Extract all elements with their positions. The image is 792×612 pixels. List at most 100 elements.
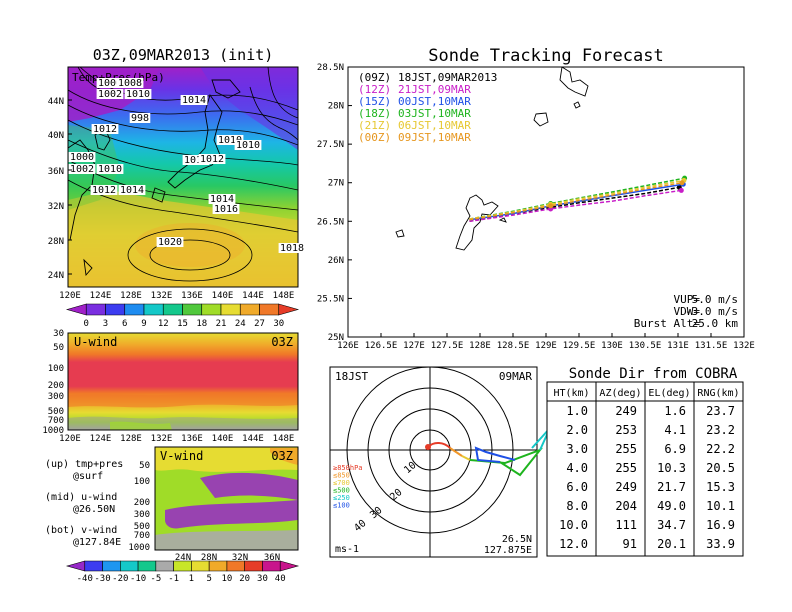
wind-colorbar-tick: -5 xyxy=(150,574,161,584)
track-y-ticks: 28.5N 28N 27.5N 27N 26.5N 26N 25.5N 25N xyxy=(317,63,352,343)
isobar-label-text: 1002 xyxy=(98,89,122,100)
lon-tick-label: 124E xyxy=(90,291,112,301)
cobra-cell: 4.0 xyxy=(566,461,588,475)
track-y-tick: 28N xyxy=(328,102,344,112)
sonde-params: VUP= 5.0 m/s VDW= -3.0 m/s Burst Alt= 25… xyxy=(634,293,739,330)
track-x-ticks: 126E 126.5E 127E 127.5E 128E 128.5E 129E 129.5E… xyxy=(337,333,755,351)
wind-colorbar-tick: 40 xyxy=(275,574,286,584)
uwind-x-ticks: 120E 124E 128E 132E 136E 140E 144E 148E xyxy=(59,434,294,444)
colorbar-segment xyxy=(105,303,126,316)
lon-tick-label: 136E xyxy=(181,291,203,301)
vwind-y-tick: 200 xyxy=(134,498,150,508)
uwind-y-tick: 1000 xyxy=(42,426,64,436)
cobra-title: Sonde Dir from COBRA xyxy=(569,366,738,382)
cobra-cell: 111 xyxy=(615,518,637,532)
cobra-header: EL(deg) xyxy=(648,388,690,399)
level-legend-item: ≤850 xyxy=(333,472,350,480)
isobar-label: 1010 xyxy=(124,89,152,100)
colorbar-tick: 24 xyxy=(235,319,246,329)
wind-colorbar-tick: 20 xyxy=(239,574,250,584)
wind-colorbar-segment xyxy=(262,560,281,572)
track-legend-code: (18Z) xyxy=(358,107,391,120)
colorbar-tick: 0 xyxy=(84,319,89,329)
vwind-x-tick: 36N xyxy=(264,553,280,563)
cobra-cell: 249 xyxy=(615,404,637,418)
cobra-cell: 249 xyxy=(615,480,637,494)
lat-tick-label: 28N xyxy=(48,237,64,247)
lon-tick-label: 140E xyxy=(212,291,234,301)
cobra-cell: 91 xyxy=(623,537,637,551)
lat-tick-label: 24N xyxy=(48,271,64,281)
uwind-y-tick: 50 xyxy=(53,343,64,353)
isobar-label: 1000 xyxy=(68,152,96,163)
colorbar-segment xyxy=(162,303,183,316)
polar-time: 18JST xyxy=(335,370,368,383)
uwind-x-tick: 124E xyxy=(90,434,112,444)
uwind-x-tick: 148E xyxy=(273,434,295,444)
param-vup-value: 5.0 m/s xyxy=(692,293,738,306)
cobra-row: 4.0 255 10.3 20.5 xyxy=(566,461,735,475)
track-x-tick: 131E xyxy=(667,341,689,351)
cobra-header: HT(km) xyxy=(553,388,589,399)
wind-colorbar-segment xyxy=(226,560,245,572)
cobra-cell: 8.0 xyxy=(566,499,588,513)
track-legend-text: 21JST,09MAR xyxy=(398,83,471,96)
track-y-tick: 26.5N xyxy=(317,217,344,227)
uwind-y-tick: 30 xyxy=(53,329,64,339)
tracking-title: Sonde Tracking Forecast xyxy=(428,46,663,66)
uwind-field xyxy=(68,333,298,430)
vwind-x-tick: 28N xyxy=(201,553,217,563)
isobar-label-text: 1020 xyxy=(158,237,182,248)
isobar-label-bg xyxy=(116,78,144,88)
wind-colorbar-segment xyxy=(191,560,210,572)
wind-colorbar-tick: -20 xyxy=(112,574,128,584)
isobar-label-bg xyxy=(198,154,226,164)
cobra-cell: 15.3 xyxy=(706,480,735,494)
level-legend-item: ≤700 xyxy=(333,479,350,487)
colorbar-segment xyxy=(143,303,164,316)
uwind-x-tick: 144E xyxy=(242,434,264,444)
wind-colorbar-segment xyxy=(137,560,157,572)
isobar-label-bg xyxy=(182,155,210,165)
isobar-label: 1006 xyxy=(96,78,124,89)
isobar-label-bg xyxy=(129,113,151,123)
temperature-colorbar: 0 3 6 9 12 15 18 21 24 27 30 xyxy=(65,303,300,329)
cobra-cell: 1.0 xyxy=(566,404,588,418)
colorbar-tick: 3 xyxy=(103,319,108,329)
wind-colorbar-segment xyxy=(173,560,192,572)
cobra-cell: 22.2 xyxy=(706,442,735,456)
level-legend-item: ≤100 xyxy=(333,502,350,510)
cobra-row: 10.0 111 34.7 16.9 xyxy=(559,518,735,532)
wind-colorbar-tick: -1 xyxy=(168,574,179,584)
cobra-row: 12.0 91 20.1 33.9 xyxy=(559,537,735,551)
isobar-label-text: 1010 xyxy=(236,140,260,151)
cobra-cell: 6.9 xyxy=(664,442,686,456)
track-line xyxy=(469,179,685,220)
polar-lat: 26.5N xyxy=(502,534,532,545)
param-burst-name: Burst Alt= xyxy=(634,317,701,330)
colorbar-segment xyxy=(239,303,260,316)
colorbar-segment xyxy=(124,303,145,316)
uwind-y-tick: 700 xyxy=(48,416,64,426)
track-y-tick: 27N xyxy=(328,179,344,189)
colorbar-tick: 6 xyxy=(122,319,127,329)
note-bot: (bot) v-wind xyxy=(45,525,117,536)
track-y-tick: 25N xyxy=(328,333,344,343)
track-marker xyxy=(678,187,684,193)
track-legend: (09Z) 18JST,09MAR2013 (12Z) 21JST,09MAR (15Z… xyxy=(358,71,497,144)
track-y-tick: 25.5N xyxy=(317,294,344,304)
lon-ticks: 120E 124E 128E 132E 136E 140E 144E 148E xyxy=(59,291,294,301)
cobra-cell: 255 xyxy=(615,442,637,456)
track-x-tick: 131.5E xyxy=(695,341,728,351)
isobar-label-text: 1010 xyxy=(218,135,242,146)
track-legend-code: (00Z) xyxy=(358,131,391,144)
range-rings xyxy=(330,366,537,557)
cobra-cell: 20.5 xyxy=(706,461,735,475)
polar-unit: ms-1 xyxy=(335,544,359,555)
cobra-cell: 10.1 xyxy=(706,499,735,513)
track-x-tick: 127.5E xyxy=(431,341,464,351)
isobar-label: 1014 xyxy=(182,155,210,166)
cobra-cell: 23.2 xyxy=(706,423,735,437)
